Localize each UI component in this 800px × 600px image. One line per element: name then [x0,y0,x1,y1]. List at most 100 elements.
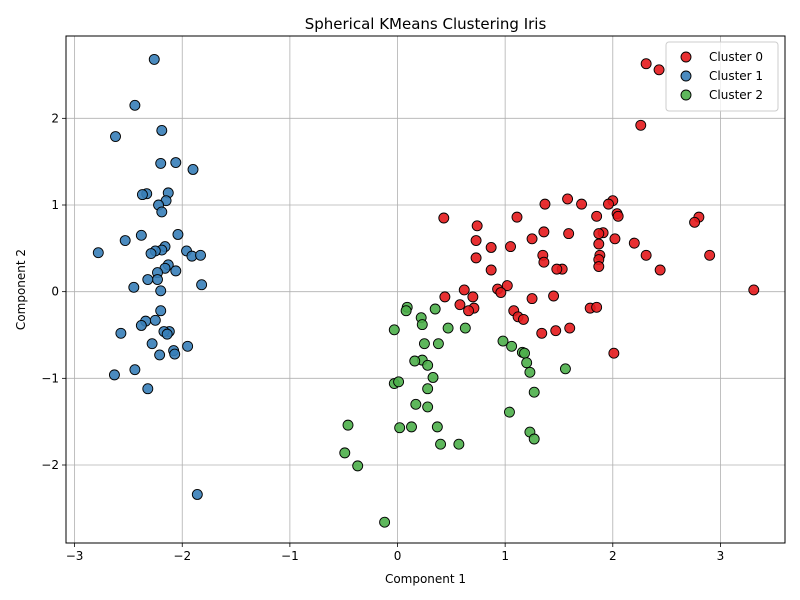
legend-box [665,41,779,112]
cluster-2-point [519,347,530,359]
x-tick-label: −3 [66,549,84,563]
y-tick-label: 1 [51,198,59,212]
cluster-0-point [458,284,470,296]
cluster-1-point [156,206,168,218]
y-tick-label: −1 [41,371,59,385]
cluster-0-point [603,198,614,210]
cluster-1-point [142,383,154,395]
legend-label-cluster-0: Cluster 0 [709,50,763,64]
cluster-0-point [485,264,497,276]
cluster-0-point [485,242,497,253]
cluster-0-point [640,58,652,70]
cluster-1-point [119,235,131,246]
legend-marker-cluster-1 [680,70,692,82]
cluster-2-point [422,383,434,395]
cluster-0-point [517,313,529,325]
cluster-2-point [393,376,405,388]
cluster-0-point [471,220,483,232]
x-tick-label: −1 [281,549,299,563]
cluster-2-point [410,398,422,410]
cluster-0-point [591,210,603,222]
cluster-2-point [422,359,434,371]
cluster-1-point [155,157,167,169]
cluster-2-point [394,422,406,434]
x-axis-label: Component 1 [385,572,466,586]
data-points [92,53,760,528]
cluster-0-point [463,305,475,317]
cluster-0-point [562,193,574,205]
cluster-0-point [454,299,466,311]
legend: Cluster 0 Cluster 1 Cluster 2 [665,41,779,112]
cluster-1-point [108,369,120,381]
cluster-0-point [748,284,760,296]
cluster-1-point [170,157,182,168]
cluster-1-point [161,328,173,340]
cluster-1-point [155,305,167,317]
cluster-2-point [435,438,447,450]
cluster-2-point [559,363,571,375]
axis-ticks: −3 −2 −1 0 1 2 3 −2 −1 0 1 2 [41,111,724,563]
cluster-2-point [427,372,439,383]
cluster-0-point [505,241,516,253]
cluster-2-point [416,319,428,331]
y-tick-label: 2 [51,111,59,125]
cluster-1-point [146,338,158,350]
cluster-2-point [524,366,536,378]
cluster-2-point [339,447,351,459]
cluster-2-point [528,386,540,398]
cluster-0-point [609,233,621,245]
cluster-1-point [135,320,147,331]
cluster-0-point [640,249,652,261]
cluster-1-point [128,281,140,293]
cluster-2-point [432,338,444,350]
cluster-2-point [418,338,430,350]
cluster-0-point [548,290,560,302]
cluster-1-point [187,164,199,175]
cluster-2-point [429,303,441,315]
legend-label-cluster-1: Cluster 1 [709,69,763,83]
cluster-1-point [148,53,160,65]
cluster-2-point [521,357,533,369]
cluster-2-point [409,355,421,367]
cluster-1-point [136,189,148,201]
cluster-0-point [511,211,523,223]
y-axis-label: Component 2 [14,249,28,330]
cluster-1-point [129,99,141,111]
cluster-0-point [495,287,507,298]
cluster-1-point [169,348,181,360]
cluster-0-point [654,264,666,276]
cluster-2-point [504,406,515,418]
cluster-1-point [129,364,141,376]
cluster-0-point [438,212,450,224]
cluster-0-point [467,291,479,303]
cluster-2-point [388,324,400,336]
cluster-1-point [156,125,168,136]
cluster-0-point [635,119,647,131]
cluster-1-point [149,314,161,326]
cluster-1-point [110,131,121,142]
cluster-1-point [145,248,157,259]
cluster-2-point [342,419,354,431]
cluster-0-point [591,301,603,313]
cluster-0-point [526,293,538,305]
cluster-2-point [400,305,412,317]
x-tick-label: 2 [609,549,617,563]
cluster-1-point [92,247,104,259]
cluster-0-point [539,198,551,210]
legend-label-cluster-2: Cluster 2 [709,88,763,102]
cluster-0-point [593,228,605,240]
cluster-0-point [563,228,575,240]
legend-marker-cluster-0 [680,51,692,63]
cluster-0-point [538,226,550,238]
cluster-2-point [431,421,443,433]
cluster-2-point [459,322,471,334]
cluster-1-point [170,265,182,277]
y-tick-label: −2 [41,458,59,472]
cluster-0-point [593,238,605,250]
x-tick-label: 3 [717,549,725,563]
cluster-1-point [152,274,163,285]
cluster-1-point [195,249,206,261]
cluster-0-point [538,256,550,268]
y-tick-label: 0 [51,285,59,299]
